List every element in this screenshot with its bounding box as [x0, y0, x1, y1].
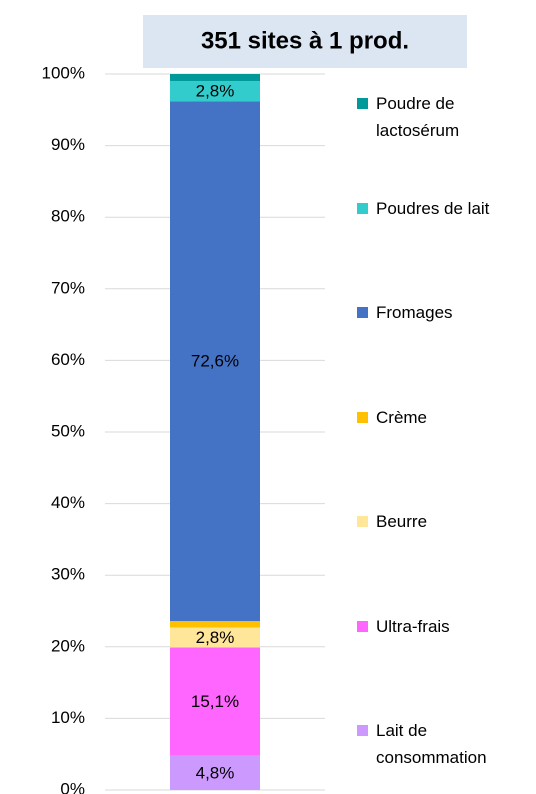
data-label: 2,8%: [196, 628, 235, 647]
legend-item: Poudres de lait: [357, 195, 536, 222]
legend-label: Crème: [376, 407, 428, 427]
y-tick-label: 40%: [51, 493, 85, 512]
y-tick-label: 10%: [51, 708, 85, 727]
legend-label: Poudres de lait: [376, 198, 490, 218]
legend-label: Fromages: [376, 303, 453, 322]
bar-segment: [170, 647, 260, 756]
data-label: 72,6%: [191, 352, 239, 371]
data-label: 4,8%: [196, 763, 235, 782]
legend-item: Lait de consommation: [357, 717, 536, 771]
legend-item: Poudre de lactosérum: [357, 90, 536, 144]
legend-label: Lait de consommation: [376, 721, 487, 767]
y-tick-label: 90%: [51, 135, 85, 154]
title-box: [143, 15, 467, 68]
legend-swatch: [357, 202, 368, 214]
legend-label: Beurre: [376, 512, 428, 531]
legend-swatch: [357, 516, 368, 527]
data-label: 2,8%: [196, 82, 235, 101]
legend-swatch: [357, 98, 368, 109]
y-tick-label: 30%: [51, 565, 85, 584]
legend-item: Beurre: [357, 508, 536, 535]
bar-segment: [170, 621, 260, 628]
y-tick-label: 100%: [42, 63, 85, 82]
legend-item: Ultra-frais: [357, 613, 536, 640]
legend-swatch: [357, 620, 368, 632]
bar-segment: [170, 627, 260, 648]
y-tick-label: 60%: [51, 350, 85, 369]
data-label: 15,1%: [191, 692, 239, 711]
chart-title: 351 sites à 1 prod.: [201, 27, 409, 54]
legend-item: Fromages: [357, 299, 536, 326]
bar-segment: [170, 81, 260, 102]
y-tick-label: 80%: [51, 207, 85, 226]
legend-label: Poudre de lactosérum: [376, 94, 460, 140]
legend-label: Ultra-frais: [376, 616, 450, 636]
legend-swatch: [357, 411, 368, 423]
legend-swatch: [357, 725, 368, 736]
legend-item: Crème: [357, 404, 536, 431]
legend-swatch: [357, 307, 368, 318]
bar-segment: [170, 755, 260, 790]
y-tick-label: 0%: [60, 779, 85, 794]
bar-segment: [170, 101, 260, 622]
bar-segment: [170, 74, 260, 82]
y-tick-label: 50%: [51, 421, 85, 440]
y-tick-label: 20%: [51, 636, 85, 655]
y-tick-label: 70%: [51, 278, 85, 297]
